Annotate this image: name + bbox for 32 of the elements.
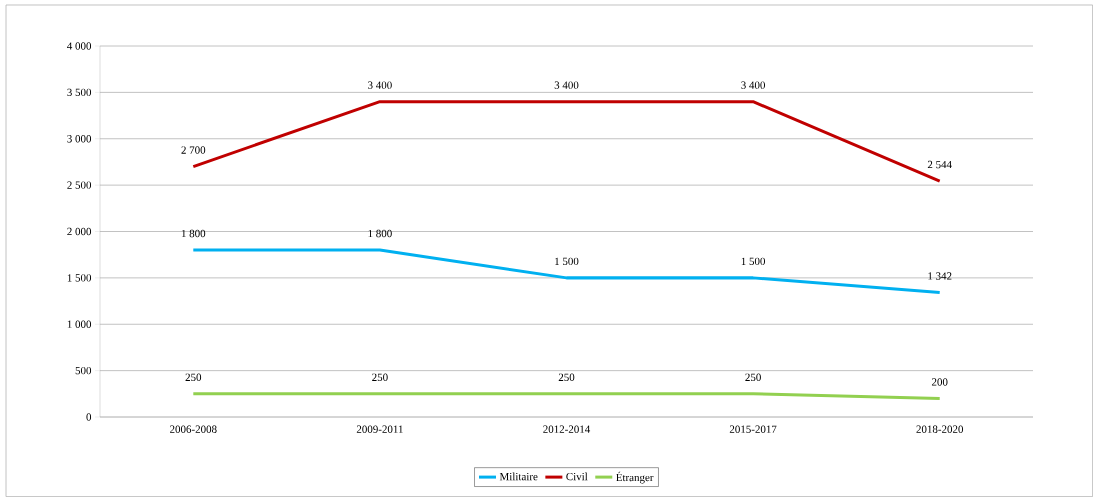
data-label: 1 500 <box>741 257 766 266</box>
x-tick-label: 2015-2017 <box>729 425 777 433</box>
data-label: 200 <box>931 378 948 386</box>
data-label: 1 800 <box>181 229 206 238</box>
data-label: 3 400 <box>554 81 579 89</box>
x-tick-label: 2012-2014 <box>543 425 591 433</box>
data-label: 250 <box>372 373 388 381</box>
y-tick-label: 1 500 <box>67 274 92 282</box>
data-label: 1 342 <box>928 272 952 280</box>
data-label: 250 <box>185 373 202 381</box>
data-label: 1 500 <box>555 257 579 266</box>
legend-label: Militaire <box>499 472 538 481</box>
y-tick-label: 0 <box>86 413 92 421</box>
y-tick-label: 2 500 <box>67 181 92 189</box>
legend-label: Civil <box>566 472 588 481</box>
y-tick-label: 3 000 <box>67 135 92 143</box>
data-label: 1 800 <box>368 229 392 238</box>
data-label: 3 400 <box>368 81 392 89</box>
data-label: 3 400 <box>741 81 766 89</box>
x-tick-label: 2006-2008 <box>170 425 217 433</box>
y-tick-label: 1 000 <box>67 320 92 328</box>
x-tick-label: 2009-2011 <box>356 425 403 433</box>
data-label: 250 <box>558 373 575 381</box>
data-label: 250 <box>745 373 761 381</box>
data-label: 2 700 <box>181 146 206 154</box>
y-tick-label: 2 000 <box>67 227 92 236</box>
legend-label: Étranger <box>616 471 654 484</box>
y-tick-label: 3 500 <box>67 88 92 97</box>
y-tick-label: 500 <box>75 366 92 375</box>
x-tick-label: 2018-2020 <box>916 425 964 433</box>
data-label: 2 544 <box>927 160 952 169</box>
y-tick-label: 4 000 <box>67 42 92 50</box>
